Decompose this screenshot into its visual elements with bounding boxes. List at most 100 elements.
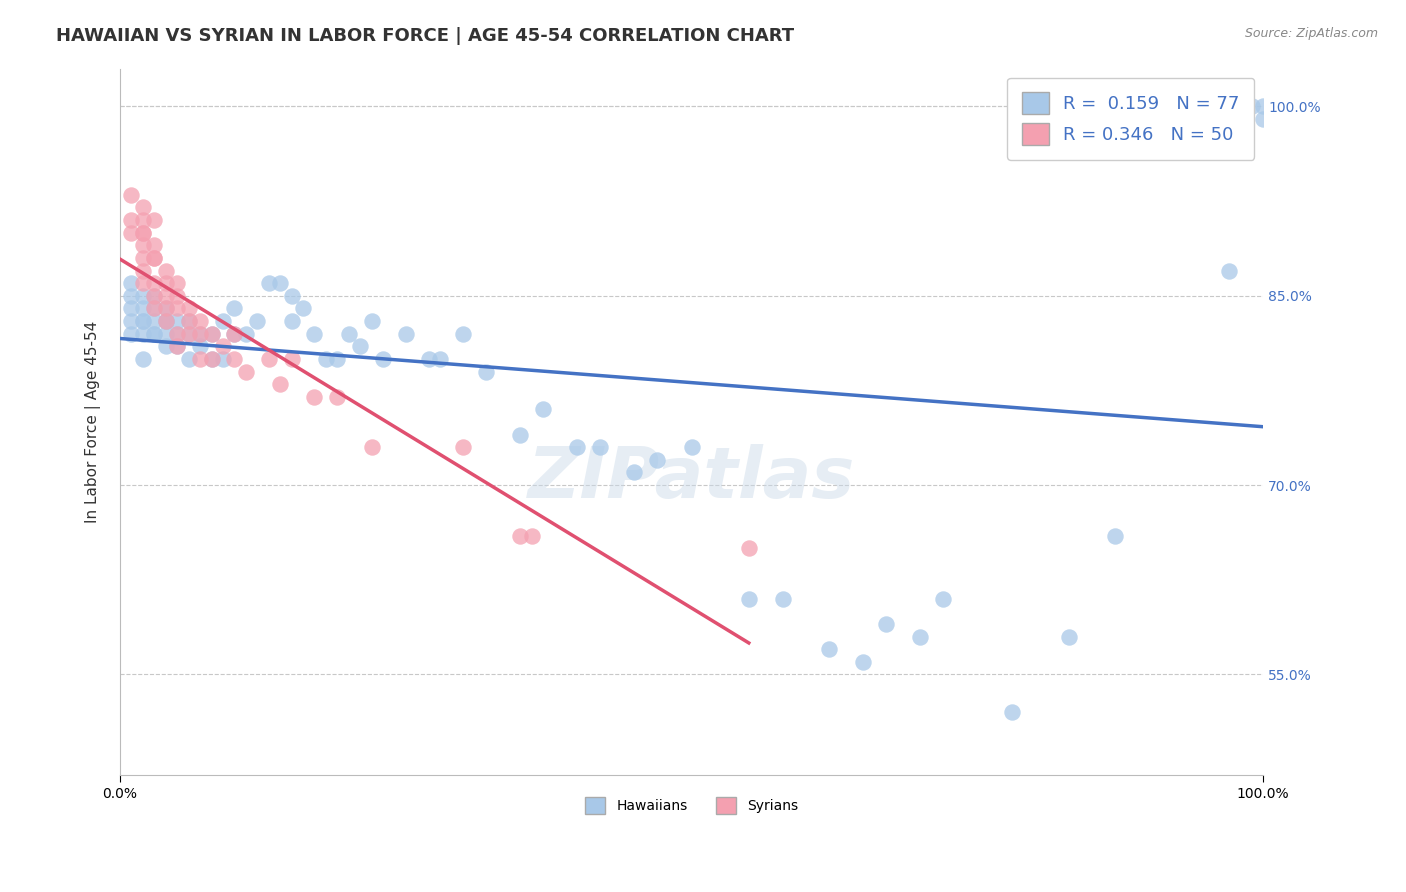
Point — [360, 440, 382, 454]
Point — [132, 263, 155, 277]
Point — [132, 314, 155, 328]
Point — [188, 339, 211, 353]
Point — [143, 251, 166, 265]
Point — [177, 326, 200, 341]
Point — [852, 655, 875, 669]
Point — [188, 351, 211, 366]
Point — [155, 339, 177, 353]
Point — [269, 377, 291, 392]
Point — [143, 326, 166, 341]
Point — [177, 326, 200, 341]
Point — [132, 251, 155, 265]
Point — [155, 326, 177, 341]
Point — [246, 314, 269, 328]
Point — [371, 351, 394, 366]
Point — [1195, 112, 1218, 126]
Point — [280, 289, 302, 303]
Point — [155, 314, 177, 328]
Point — [291, 301, 314, 316]
Point — [143, 314, 166, 328]
Point — [177, 314, 200, 328]
Point — [817, 642, 839, 657]
Point — [212, 314, 235, 328]
Point — [188, 326, 211, 341]
Point — [143, 213, 166, 227]
Point — [166, 339, 188, 353]
Point — [177, 314, 200, 328]
Point — [121, 289, 143, 303]
Point — [188, 326, 211, 341]
Point — [200, 351, 222, 366]
Point — [280, 314, 302, 328]
Point — [200, 326, 222, 341]
Point — [143, 289, 166, 303]
Point — [166, 314, 188, 328]
Point — [1057, 630, 1080, 644]
Text: ZIPatlas: ZIPatlas — [527, 444, 855, 513]
Point — [132, 289, 155, 303]
Point — [360, 314, 382, 328]
Point — [257, 351, 280, 366]
Point — [121, 226, 143, 240]
Point — [509, 528, 531, 542]
Y-axis label: In Labor Force | Age 45-54: In Labor Force | Age 45-54 — [86, 321, 101, 523]
Point — [257, 276, 280, 290]
Point — [269, 276, 291, 290]
Point — [224, 326, 246, 341]
Point — [647, 453, 669, 467]
Point — [121, 326, 143, 341]
Point — [531, 402, 554, 417]
Point — [212, 351, 235, 366]
Point — [155, 301, 177, 316]
Point — [121, 187, 143, 202]
Point — [166, 339, 188, 353]
Text: HAWAIIAN VS SYRIAN IN LABOR FORCE | AGE 45-54 CORRELATION CHART: HAWAIIAN VS SYRIAN IN LABOR FORCE | AGE … — [56, 27, 794, 45]
Point — [1240, 99, 1263, 113]
Point — [875, 617, 897, 632]
Point — [451, 440, 474, 454]
Point — [623, 466, 645, 480]
Point — [155, 314, 177, 328]
Point — [395, 326, 418, 341]
Point — [772, 591, 794, 606]
Point — [143, 238, 166, 252]
Point — [1251, 112, 1274, 126]
Point — [224, 351, 246, 366]
Point — [155, 289, 177, 303]
Point — [155, 314, 177, 328]
Point — [1160, 99, 1182, 113]
Point — [121, 213, 143, 227]
Point — [910, 630, 932, 644]
Point — [326, 351, 349, 366]
Point — [932, 591, 955, 606]
Point — [132, 200, 155, 214]
Point — [155, 301, 177, 316]
Point — [121, 276, 143, 290]
Point — [155, 276, 177, 290]
Point — [280, 351, 302, 366]
Point — [224, 301, 246, 316]
Point — [121, 301, 143, 316]
Point — [200, 351, 222, 366]
Point — [132, 226, 155, 240]
Point — [132, 351, 155, 366]
Point — [1104, 528, 1126, 542]
Point — [143, 251, 166, 265]
Point — [143, 301, 166, 316]
Text: Source: ZipAtlas.com: Source: ZipAtlas.com — [1244, 27, 1378, 40]
Point — [132, 238, 155, 252]
Point — [475, 364, 498, 378]
Point — [509, 427, 531, 442]
Point — [177, 301, 200, 316]
Point — [155, 263, 177, 277]
Point — [520, 528, 543, 542]
Legend: Hawaiians, Syrians: Hawaiians, Syrians — [574, 786, 810, 825]
Point — [349, 339, 371, 353]
Point — [166, 326, 188, 341]
Point — [429, 351, 451, 366]
Point — [143, 276, 166, 290]
Point — [143, 289, 166, 303]
Point — [132, 314, 155, 328]
Point — [121, 314, 143, 328]
Point — [132, 326, 155, 341]
